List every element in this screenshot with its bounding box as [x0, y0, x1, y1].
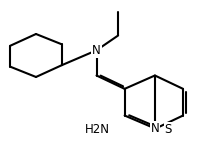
Text: H2N: H2N: [85, 123, 110, 136]
Text: N: N: [92, 44, 101, 57]
Text: N: N: [150, 122, 159, 135]
Text: S: S: [165, 123, 172, 136]
